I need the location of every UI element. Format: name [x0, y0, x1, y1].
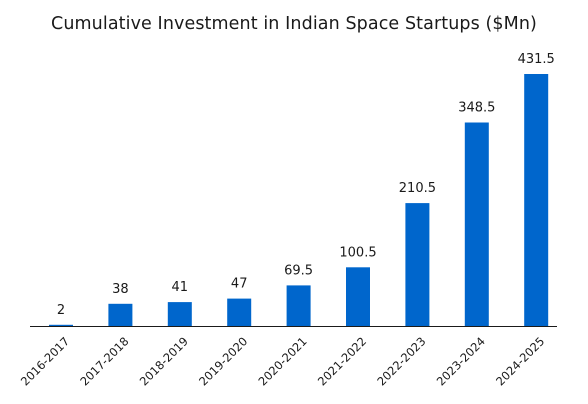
tick-label-2023-2024: 2023-2024	[434, 334, 488, 388]
data-labels-group: 2 38 41 47 69.5 100.5 210.5 348.5 431.5	[57, 52, 555, 318]
bar-2017-2018	[108, 303, 133, 326]
bar-2023-2024	[464, 122, 489, 326]
tick-label-2019-2020: 2019-2020	[196, 334, 250, 388]
tick-labels-group: 2016-2017 2017-2018 2018-2019 2019-2020 2020…	[18, 334, 547, 388]
bars-group	[49, 74, 549, 326]
data-label-2016-2017: 2	[57, 303, 65, 318]
bar-2018-2019	[167, 302, 192, 326]
data-label-2024-2025: 431.5	[518, 52, 555, 67]
data-label-2023-2024: 348.5	[458, 101, 495, 116]
bar-2019-2020	[227, 298, 252, 326]
data-label-2020-2021: 69.5	[284, 263, 313, 278]
data-label-2022-2023: 210.5	[399, 181, 436, 196]
bar-2020-2021	[286, 285, 311, 326]
data-label-2021-2022: 100.5	[339, 245, 376, 260]
tick-label-2018-2019: 2018-2019	[137, 334, 191, 388]
tick-label-2020-2021: 2020-2021	[255, 334, 309, 388]
data-label-2017-2018: 38	[112, 282, 129, 297]
chart-title: Cumulative Investment in Indian Space St…	[51, 14, 537, 34]
tick-label-2024-2025: 2024-2025	[493, 334, 547, 388]
tick-label-2022-2023: 2022-2023	[374, 334, 428, 388]
bar-2022-2023	[405, 203, 430, 326]
tick-label-2017-2018: 2017-2018	[77, 334, 131, 388]
bar-2024-2025	[524, 74, 549, 326]
bar-2021-2022	[346, 267, 370, 326]
data-label-2018-2019: 41	[172, 280, 189, 295]
bar-2016-2017	[49, 324, 73, 326]
tick-label-2016-2017: 2016-2017	[18, 334, 72, 388]
data-label-2019-2020: 47	[231, 277, 248, 292]
tick-label-2021-2022: 2021-2022	[315, 334, 369, 388]
